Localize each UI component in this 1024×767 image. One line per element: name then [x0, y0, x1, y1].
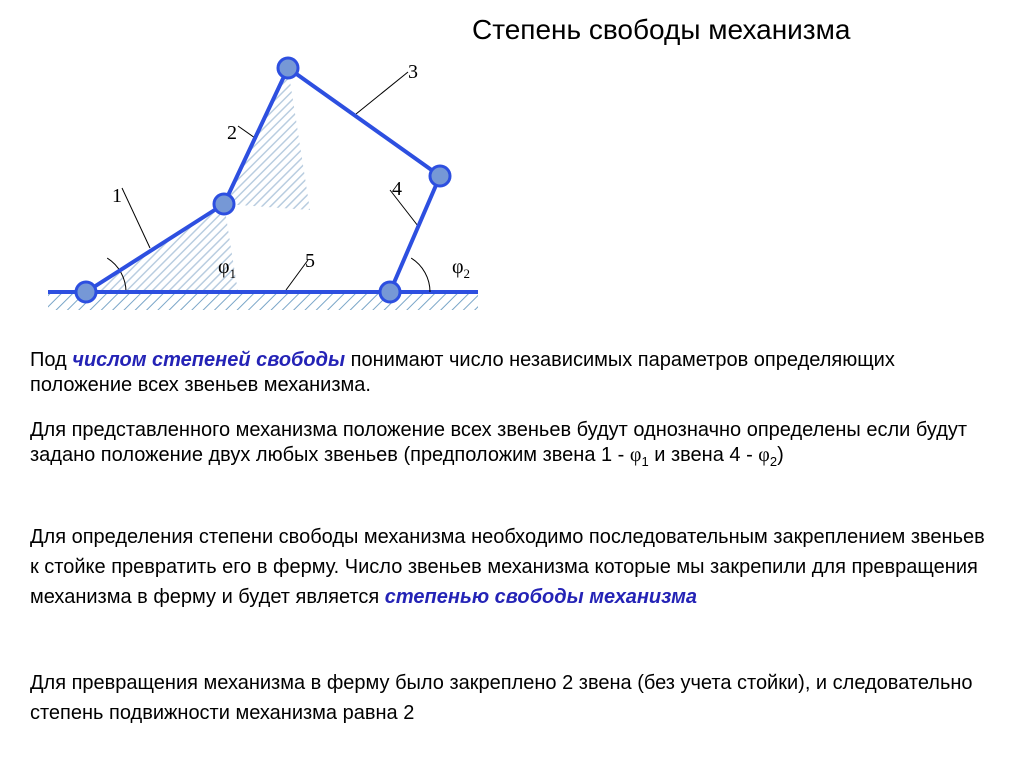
phi2-symbol: φ	[758, 444, 770, 466]
p2-mid: и звена 4 -	[649, 444, 759, 466]
conclusion-paragraph: Для превращения механизма в ферму было з…	[30, 668, 990, 728]
diagram-label: φ2	[452, 256, 470, 282]
p1-prefix: Под	[30, 349, 72, 371]
definition-paragraph: Под числом степеней свободы понимают чис…	[30, 348, 990, 398]
diagram-label: φ1	[218, 256, 236, 282]
diagram-label: 3	[408, 61, 418, 84]
method-paragraph: Для определения степени свободы механизм…	[30, 522, 990, 612]
diagram-label: 4	[392, 178, 402, 201]
p2-a: Для представленного механизма положение …	[30, 419, 967, 466]
term-dof-mechanism: степенью свободы механизма	[385, 586, 697, 608]
diagram-label: 2	[227, 122, 237, 145]
example-paragraph: Для представленного механизма положение …	[30, 418, 990, 470]
diagram-label: 5	[305, 250, 315, 273]
page-title: Степень свободы механизма	[472, 14, 850, 46]
mechanism-diagram	[30, 30, 510, 320]
term-dof: числом степеней свободы	[72, 349, 345, 371]
phi1-symbol: φ	[630, 444, 642, 466]
phi2-sub: 2	[770, 454, 777, 469]
p2-end: )	[777, 444, 784, 466]
diagram-label: 1	[112, 185, 122, 208]
phi1-sub: 1	[641, 454, 648, 469]
